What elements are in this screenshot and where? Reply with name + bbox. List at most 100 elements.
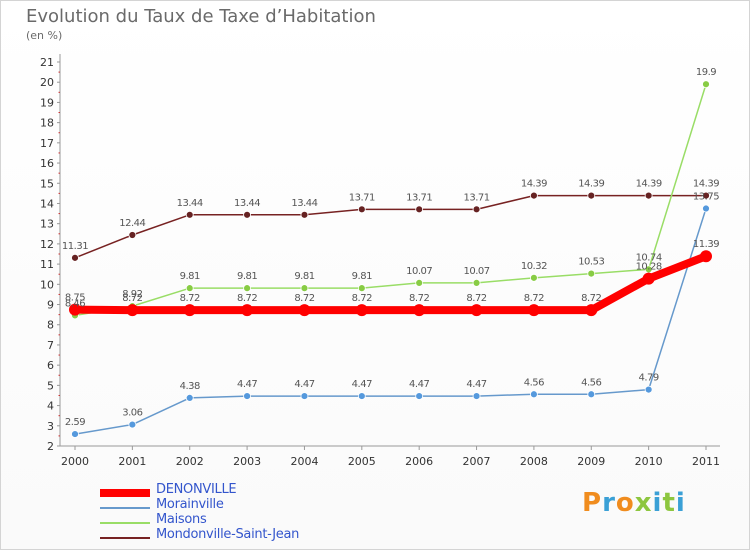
data-label: 10.28 [636, 262, 662, 273]
y-tick-label: 11 [40, 258, 54, 271]
data-label: 10.74 [636, 252, 662, 263]
data-label: 4.47 [294, 379, 314, 390]
data-label: 8.72 [294, 293, 314, 304]
data-label: 8.72 [352, 293, 372, 304]
data-point [413, 304, 426, 317]
data-label: 8.72 [180, 293, 200, 304]
data-label: 13.71 [349, 192, 375, 203]
x-tick-label: 2003 [233, 455, 261, 468]
y-tick-label: 10 [40, 278, 54, 291]
data-point [472, 205, 481, 214]
logo-letter: P [582, 488, 603, 518]
data-point [587, 269, 596, 278]
data-point [185, 284, 194, 293]
legend-label: Morainville [156, 497, 224, 512]
logo-letter: o [615, 488, 635, 518]
logo-letter: t [662, 488, 676, 518]
data-point [587, 390, 596, 399]
data-label: 9.81 [352, 271, 372, 282]
data-label: 4.47 [237, 379, 257, 390]
data-label: 13.75 [693, 192, 719, 203]
y-tick-label: 3 [47, 420, 54, 433]
legend-label: Maisons [156, 512, 207, 527]
data-label: 13.44 [234, 198, 260, 209]
data-label: 8.72 [122, 293, 142, 304]
series-lines [71, 83, 710, 435]
data-label: 9.81 [294, 271, 314, 282]
data-label: 13.71 [406, 192, 432, 203]
data-point [69, 303, 81, 316]
data-label: 13.44 [177, 198, 203, 209]
y-tick-label: 6 [47, 359, 54, 372]
y-tick-label: 8 [47, 319, 54, 332]
data-point [470, 304, 483, 317]
data-point [585, 304, 598, 317]
chart-title: Evolution du Taux de Taxe d’Habitation [26, 6, 376, 27]
data-point [243, 392, 251, 400]
y-tick-label: 15 [40, 177, 54, 190]
data-point [700, 250, 712, 263]
data-label: 8.72 [409, 293, 429, 304]
data-point [527, 304, 540, 317]
data-label: 4.47 [409, 379, 429, 390]
data-label: 8.75 [65, 293, 85, 304]
data-point [300, 392, 309, 400]
data-label: 14.39 [693, 179, 719, 190]
data-label: 8.92 [122, 289, 142, 300]
data-point [702, 80, 710, 89]
data-point [702, 204, 710, 213]
data-label: 12.44 [119, 218, 145, 229]
y-tick-label: 19 [40, 96, 54, 109]
series-line-maisons [74, 83, 707, 317]
y-tick-label: 2 [47, 440, 54, 453]
data-point [644, 385, 653, 394]
data-point [357, 205, 366, 214]
data-label: 9.81 [180, 271, 200, 282]
series-line-denonville [71, 252, 710, 315]
data-label: 4.47 [352, 379, 372, 390]
data-label: 11.39 [693, 239, 719, 250]
y-tick-label: 16 [40, 157, 54, 170]
data-label: 13.71 [463, 192, 489, 203]
data-label: 4.79 [639, 373, 659, 384]
data-point [642, 272, 655, 285]
y-tick-label: 9 [47, 299, 54, 312]
y-tick-label: 17 [40, 137, 54, 150]
data-label: 14.39 [636, 179, 662, 190]
data-point [298, 304, 311, 317]
series-line-morainville [74, 207, 707, 435]
data-label: 14.39 [521, 179, 547, 190]
data-label: 14.39 [578, 179, 604, 190]
data-label: 4.56 [581, 377, 601, 388]
data-point [357, 284, 366, 293]
data-label: 10.07 [463, 266, 489, 277]
data-point [183, 304, 196, 317]
logo-letter: i [652, 488, 663, 518]
y-tick-label: 12 [40, 238, 54, 251]
data-label: 2.59 [65, 417, 85, 428]
data-point [530, 390, 538, 399]
data-label: 8.72 [237, 293, 257, 304]
data-point [644, 191, 653, 200]
data-point [472, 279, 481, 287]
legend-swatch [100, 522, 150, 524]
data-point [71, 430, 79, 438]
y-tick-label: 14 [40, 197, 54, 210]
x-tick-label: 2007 [463, 455, 491, 468]
y-tick-label: 4 [47, 400, 54, 413]
data-point [185, 393, 194, 402]
x-tick-label: 2004 [290, 455, 318, 468]
data-point [415, 279, 424, 287]
data-point [243, 210, 251, 219]
data-point [243, 284, 251, 293]
y-tick-label: 13 [40, 218, 54, 231]
y-tick-label: 20 [40, 76, 54, 89]
series-points [69, 80, 712, 438]
data-point [415, 392, 424, 400]
data-point [530, 273, 538, 282]
x-tick-label: 2000 [61, 455, 89, 468]
data-point [241, 304, 254, 317]
y-tick-label: 5 [47, 379, 54, 392]
data-label: 11.31 [62, 241, 88, 252]
